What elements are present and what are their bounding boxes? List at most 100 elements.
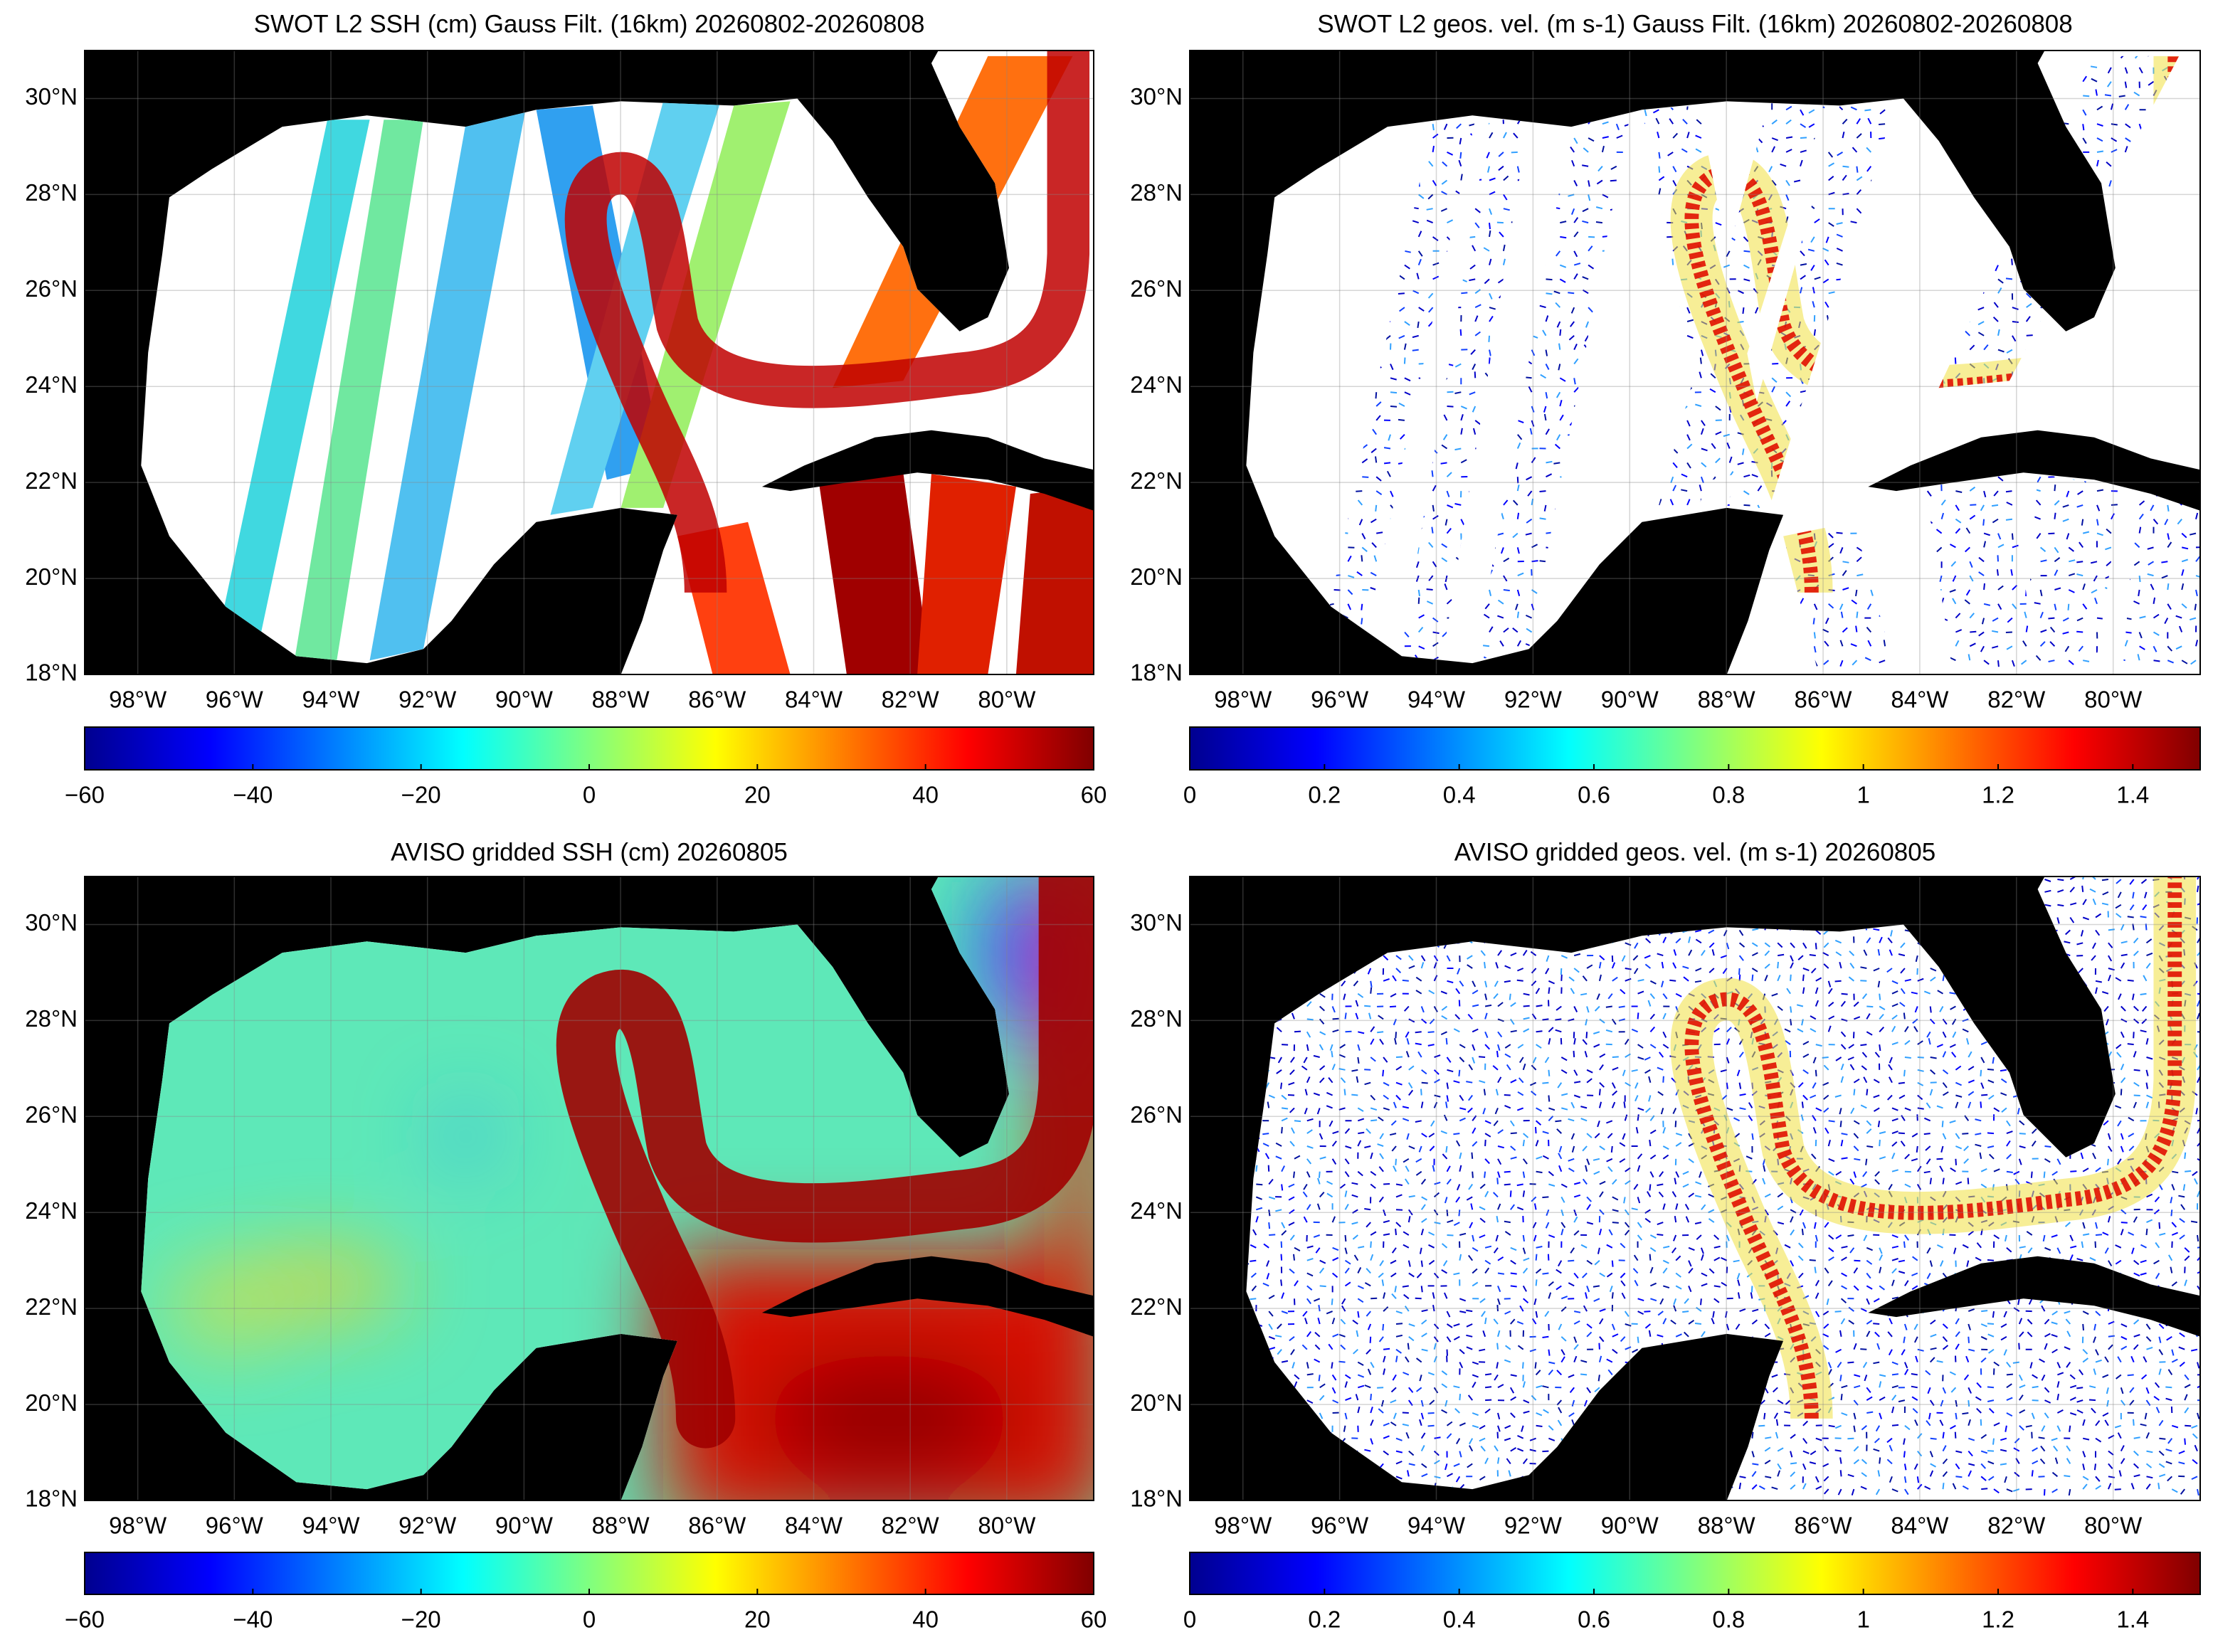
y-tick-label: 28°N xyxy=(25,1005,78,1032)
cuba xyxy=(1868,430,2200,511)
colorbar-tick-label: −60 xyxy=(65,1606,105,1633)
y-tick-label: 20°N xyxy=(1130,563,1183,590)
x-tick-label: 98°W xyxy=(109,1513,167,1539)
x-tick-label: 90°W xyxy=(1601,687,1659,713)
colorbar-tick-label: −20 xyxy=(401,782,441,808)
colorbar-tick-label: 1.2 xyxy=(1982,1606,2014,1633)
colorbar-tick-label: 0.4 xyxy=(1443,1606,1476,1633)
y-tick-label: 28°N xyxy=(1130,179,1183,206)
x-tick-label: 90°W xyxy=(495,687,554,713)
x-tick-label: 90°W xyxy=(495,1513,554,1539)
map-frame xyxy=(84,50,1094,675)
y-tick-label: 22°N xyxy=(1130,467,1183,494)
map-panel: 98°W 96°W 94°W 92°W 90°W 88°W 86°W 84°W 82°W 80°W… xyxy=(1130,838,2201,1633)
colorbar-tick-label: 0.8 xyxy=(1712,1606,1745,1633)
map-panel: 98°W 96°W 94°W 92°W 90°W 88°W 86°W 84°W 82°W 80°W… xyxy=(25,838,1107,1633)
x-tick-label: 82°W xyxy=(1987,687,2046,713)
y-tick-label: 24°N xyxy=(25,371,78,398)
colorbar xyxy=(1189,1552,2201,1595)
colorbar-tick-label: 0.4 xyxy=(1443,782,1476,808)
y-tick-label: 20°N xyxy=(25,563,78,590)
x-tick-label: 98°W xyxy=(1214,1513,1272,1539)
x-tick-label: 86°W xyxy=(1795,1513,1853,1539)
y-tick-label: 30°N xyxy=(1130,909,1183,936)
colorbar-tick-label: −20 xyxy=(401,1606,441,1633)
cuba xyxy=(761,430,1094,511)
map-frame xyxy=(84,876,1094,1501)
x-tick-label: 96°W xyxy=(1311,687,1369,713)
map-frame xyxy=(1189,876,2201,1501)
x-tick-label: 94°W xyxy=(1407,687,1466,713)
colorbar-tick-label: 1 xyxy=(1857,782,1869,808)
colorbar-tick-label: 60 xyxy=(1081,1606,1107,1633)
colorbar-tick-label: 0.8 xyxy=(1712,782,1745,808)
cuba xyxy=(1868,1256,2200,1337)
x-tick-label: 88°W xyxy=(1698,687,1756,713)
x-tick-label: 96°W xyxy=(1311,1513,1369,1539)
y-tick-label: 30°N xyxy=(25,83,78,110)
x-tick-label: 94°W xyxy=(1407,1513,1466,1539)
x-tick-label: 86°W xyxy=(688,1513,746,1539)
colorbar-tick-label: 60 xyxy=(1081,782,1107,808)
x-tick-label: 90°W xyxy=(1601,1513,1659,1539)
y-tick-label: 18°N xyxy=(25,660,78,686)
colorbar-tick-label: −40 xyxy=(233,782,273,808)
colorbar-tick-label: 20 xyxy=(744,782,771,808)
field xyxy=(211,51,1094,674)
current-core xyxy=(1684,877,2182,1419)
swath xyxy=(917,474,1016,674)
colorbar-tick-label: 1 xyxy=(1857,1606,1869,1633)
x-tick-label: 80°W xyxy=(978,1513,1036,1539)
map-panel: 98°W 96°W 94°W 92°W 90°W 88°W 86°W 84°W 82°W 80°W… xyxy=(25,10,1106,808)
x-tick-label: 84°W xyxy=(785,1513,843,1539)
colorbar-tick-label: −40 xyxy=(233,1606,273,1633)
colorbar-tick-label: 0.2 xyxy=(1308,782,1341,808)
x-tick-label: 96°W xyxy=(206,1513,264,1539)
colorbar-tick-label: 0.6 xyxy=(1578,1606,1610,1633)
panel-title: AVISO gridded SSH (cm) 20260805 xyxy=(391,838,788,866)
blob xyxy=(444,1105,487,1167)
map-panel: 98°W 96°W 94°W 92°W 90°W 88°W 86°W 84°W 82°W 80°W… xyxy=(1130,10,2201,808)
y-tick-label: 26°N xyxy=(25,1101,78,1128)
x-tick-label: 84°W xyxy=(785,687,843,713)
colorbar-tick-label: 0 xyxy=(583,782,596,808)
x-tick-label: 88°W xyxy=(592,687,650,713)
x-tick-label: 86°W xyxy=(688,687,746,713)
x-tick-label: 84°W xyxy=(1891,1513,1949,1539)
x-tick-label: 86°W xyxy=(1795,687,1853,713)
y-tick-label: 22°N xyxy=(25,1293,78,1320)
y-tick-label: 22°N xyxy=(25,467,78,494)
blob xyxy=(247,1256,403,1313)
y-tick-label: 30°N xyxy=(1130,83,1183,110)
colorbar-tick-label: 0 xyxy=(583,1606,596,1633)
colorbar-tick-label: 40 xyxy=(912,782,939,808)
x-tick-label: 92°W xyxy=(398,687,457,713)
x-tick-label: 94°W xyxy=(302,687,360,713)
colorbar xyxy=(84,726,1094,771)
colorbar-tick-label: 0 xyxy=(1183,1606,1196,1633)
panel-title: SWOT L2 geos. vel. (m s-1) Gauss Filt. (… xyxy=(1317,10,2073,38)
colorbar-tick-label: −60 xyxy=(65,782,105,808)
colorbar-tick-label: 1.2 xyxy=(1982,782,2014,808)
colorbar-tick-label: 20 xyxy=(744,1606,771,1633)
colorbar xyxy=(84,1552,1094,1595)
y-tick-label: 18°N xyxy=(1130,660,1183,686)
swath xyxy=(1015,487,1094,674)
x-tick-label: 94°W xyxy=(302,1513,360,1539)
y-tick-label: 24°N xyxy=(1130,1197,1183,1224)
x-tick-label: 92°W xyxy=(398,1513,457,1539)
x-tick-label: 82°W xyxy=(882,687,940,713)
x-tick-label: 92°W xyxy=(1504,1513,1563,1539)
y-tick-label: 18°N xyxy=(25,1486,78,1512)
y-tick-label: 26°N xyxy=(25,275,78,302)
swath xyxy=(550,101,720,515)
x-tick-label: 82°W xyxy=(1987,1513,2046,1539)
y-tick-label: 24°N xyxy=(1130,371,1183,398)
swath xyxy=(818,472,931,674)
x-tick-label: 80°W xyxy=(978,687,1036,713)
x-tick-label: 96°W xyxy=(206,687,264,713)
panel-title: AVISO gridded geos. vel. (m s-1) 2026080… xyxy=(1454,838,1935,866)
x-tick-label: 98°W xyxy=(109,687,167,713)
panel-title: SWOT L2 SSH (cm) Gauss Filt. (16km) 2026… xyxy=(254,10,925,38)
colorbar xyxy=(1189,726,2201,771)
